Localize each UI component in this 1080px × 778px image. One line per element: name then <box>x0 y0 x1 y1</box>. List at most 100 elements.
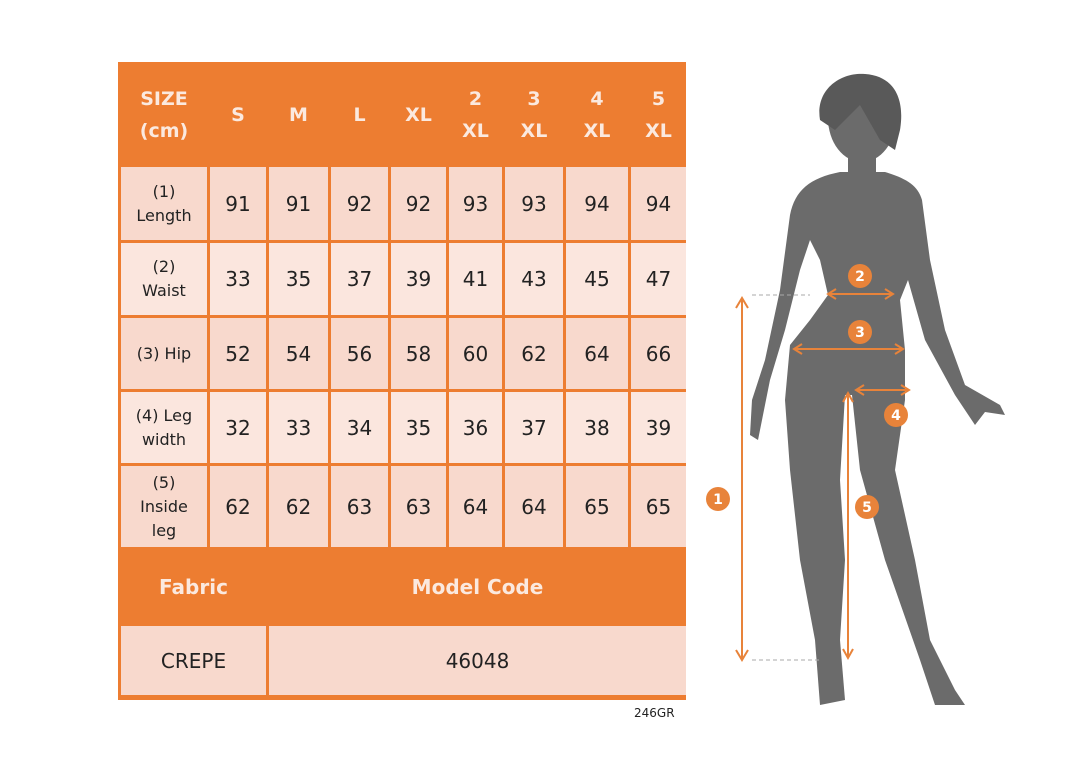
cell-text: width <box>141 429 187 449</box>
header-size-label: SIZE (cm) <box>121 65 207 164</box>
header-size-3xl: 3 XL <box>505 65 563 164</box>
svg-text:1: 1 <box>713 492 723 508</box>
marker-5-icon <box>855 495 879 519</box>
cell-text: 64 <box>462 494 489 519</box>
table-cell: 37 <box>505 392 563 463</box>
table-cell: 91 <box>269 167 328 240</box>
table-cell: 63 <box>391 466 446 547</box>
cell-text: 39 <box>405 267 432 291</box>
row-label: (5) Inside leg <box>121 466 207 547</box>
table-cell: 60 <box>449 318 502 389</box>
marker-4-icon <box>884 403 908 427</box>
table-cell: 93 <box>505 167 563 240</box>
table-cell: 37 <box>331 243 388 315</box>
table-cell: 65 <box>566 466 628 547</box>
cell-text: Fabric <box>159 574 228 599</box>
cell-text: 94 <box>645 191 672 216</box>
table-cell: 94 <box>631 167 686 240</box>
cell-text: XL <box>583 119 611 142</box>
table-cell: 92 <box>331 167 388 240</box>
cell-text: 91 <box>225 191 251 216</box>
table-cell: 34 <box>331 392 388 463</box>
cell-text: 37 <box>346 267 373 291</box>
cell-text: L <box>353 103 366 126</box>
cell-text: (3) Hip <box>136 343 192 363</box>
cell-text: 35 <box>285 267 312 291</box>
cell-text: 45 <box>584 267 610 291</box>
fabric-value: CREPE <box>121 626 266 695</box>
table-cell: 93 <box>449 167 502 240</box>
cell-text: Model Code <box>411 574 544 599</box>
header-size-2xl: 2 XL <box>449 65 502 164</box>
cell-text: (2) <box>152 257 176 276</box>
cell-text: 41 <box>462 267 489 291</box>
cell-text: 46048 <box>445 648 510 673</box>
table-cell: 64 <box>449 466 502 547</box>
model-code-value: 46048 <box>269 626 686 695</box>
header-size-4xl: 4 XL <box>566 65 628 164</box>
cell-text: 4 <box>590 87 604 110</box>
table-cell: 35 <box>269 243 328 315</box>
cell-text: (4) Leg <box>135 405 193 425</box>
header-size-5xl: 5 XL <box>631 65 686 164</box>
svg-text:3: 3 <box>855 325 865 341</box>
row-label: (4) Leg width <box>121 392 207 463</box>
cell-text: (5) <box>152 472 176 492</box>
cell-text: 62 <box>521 341 547 366</box>
cell-text: 5 <box>651 87 666 110</box>
cell-text: 94 <box>584 191 610 216</box>
model-code-header: Model Code <box>269 550 686 623</box>
cell-text: M <box>289 103 308 126</box>
cell-text: 92 <box>405 191 432 216</box>
table-cell: 47 <box>631 243 686 315</box>
cell-text: CREPE <box>160 648 227 673</box>
table-cell: 64 <box>505 466 563 547</box>
cell-text: XL <box>405 103 432 126</box>
svg-text:2: 2 <box>855 269 865 285</box>
table-cell: 41 <box>449 243 502 315</box>
cell-text: 43 <box>521 267 547 291</box>
table-cell: 38 <box>566 392 628 463</box>
table-cell: 54 <box>269 318 328 389</box>
marker-2-icon <box>848 264 872 288</box>
cell-text: 92 <box>346 191 373 216</box>
table-cell: 58 <box>391 318 446 389</box>
cell-text: S <box>231 103 245 126</box>
cell-text: 34 <box>346 415 373 440</box>
size-table: SIZE (cm) S M L XL 2 XL 3 XL 4 XL 5 XL (1) Length 91 91 92… <box>118 62 686 700</box>
cell-text: 64 <box>584 341 610 366</box>
cell-text: 47 <box>645 267 672 291</box>
cell-text: Inside <box>140 496 188 516</box>
table-cell: 33 <box>269 392 328 463</box>
table-cell: 43 <box>505 243 563 315</box>
cell-text: 65 <box>584 494 610 519</box>
cell-text: 66 <box>645 341 672 366</box>
cell-text: 62 <box>285 494 312 519</box>
marker-icons: 1 2 3 4 5 <box>706 264 908 519</box>
table-cell: 33 <box>210 243 266 315</box>
table-cell: 45 <box>566 243 628 315</box>
cell-text: 32 <box>225 415 251 440</box>
cell-text: 2 <box>468 87 483 110</box>
cell-text: XL <box>462 119 489 142</box>
cell-text: 33 <box>225 267 251 291</box>
table-cell: 39 <box>391 243 446 315</box>
header-size-xl: XL <box>391 65 446 164</box>
fabric-header: Fabric <box>121 550 266 623</box>
table-cell: 39 <box>631 392 686 463</box>
table-cell: 62 <box>210 466 266 547</box>
row-label: (2) Waist <box>121 243 207 315</box>
table-cell: 62 <box>269 466 328 547</box>
table-cell: 56 <box>331 318 388 389</box>
table-cell: 65 <box>631 466 686 547</box>
cell-text: 63 <box>405 494 432 519</box>
marker-3-icon <box>848 320 872 344</box>
header-size-s: S <box>210 65 266 164</box>
header-size-m: M <box>269 65 328 164</box>
measurement-arrows <box>735 288 911 662</box>
cell-text: leg <box>151 520 177 540</box>
cell-text: 63 <box>346 494 373 519</box>
table-cell: 66 <box>631 318 686 389</box>
cell-text: 64 <box>521 494 547 519</box>
